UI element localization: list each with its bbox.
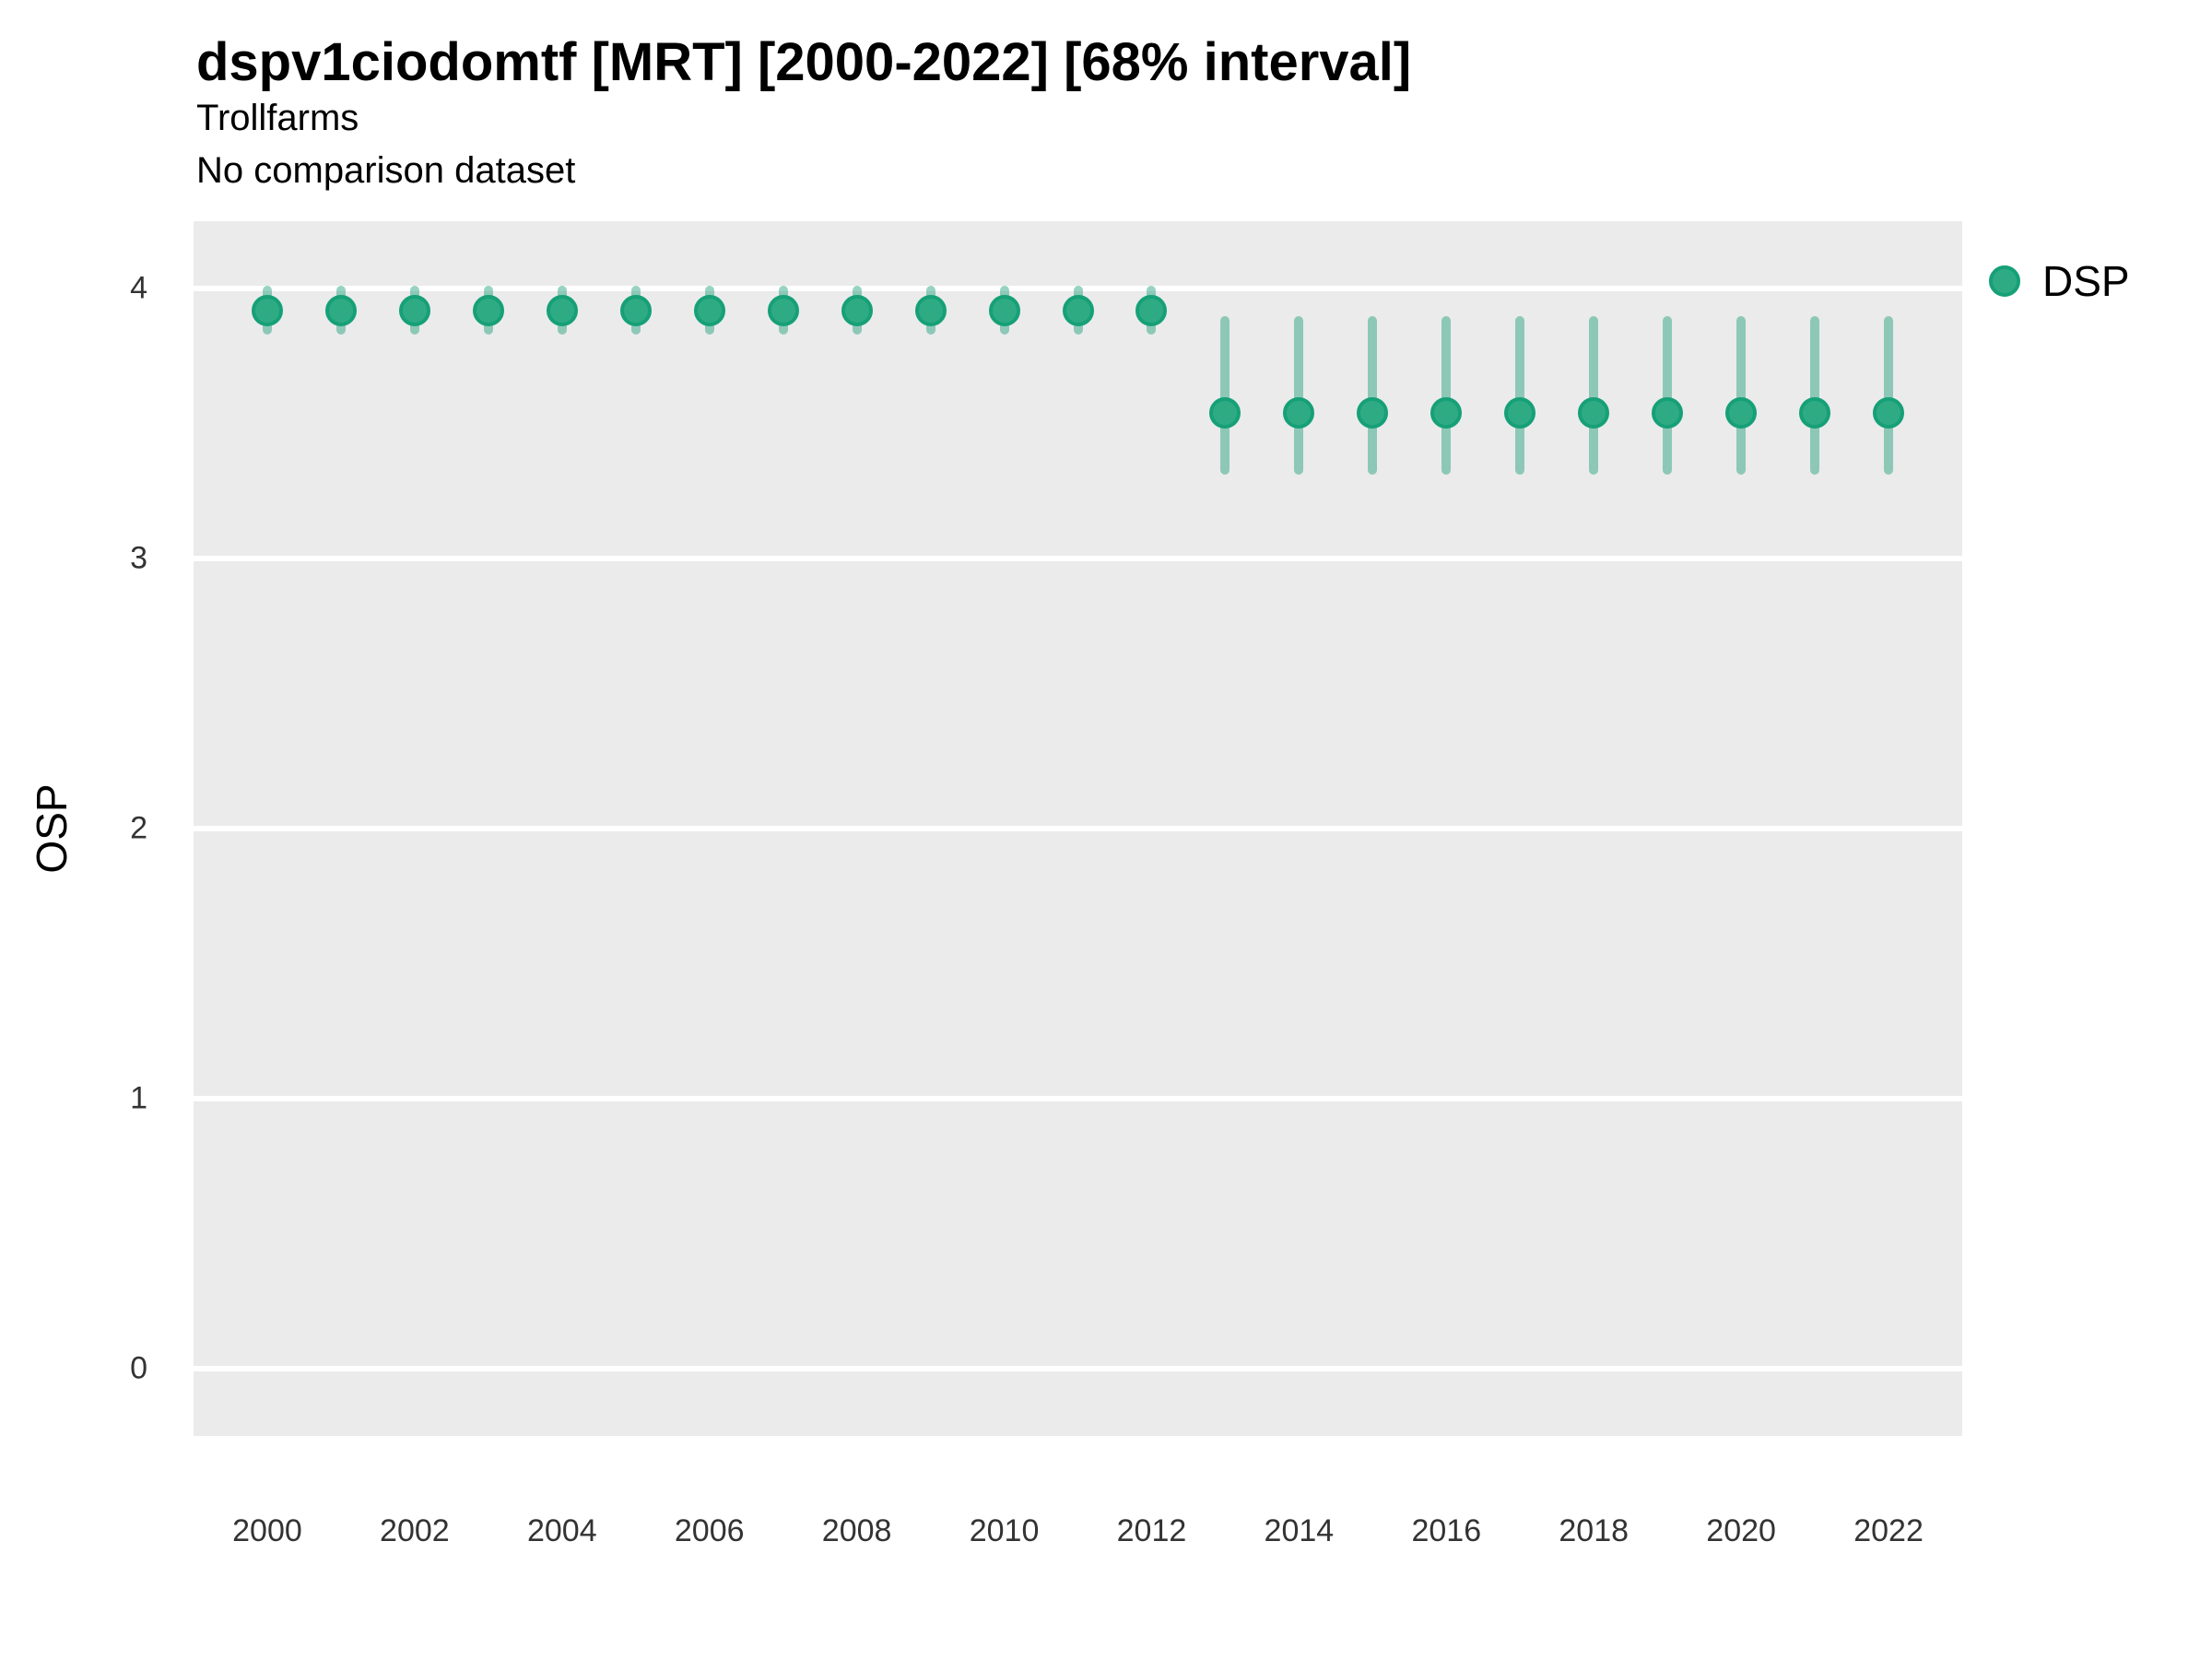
error-bar-2014: [1294, 315, 1304, 476]
x-tick-label: 2008: [821, 1513, 892, 1548]
gridline-y-4: [194, 286, 1962, 292]
data-point-2002: [398, 294, 430, 326]
data-point-2016: [1430, 396, 1463, 429]
x-tick-label: 2006: [674, 1513, 745, 1548]
gridline-y-1: [194, 1095, 1962, 1101]
legend-point-icon: [1989, 265, 2020, 297]
data-point-2021: [1799, 396, 1831, 429]
y-tick-label: 2: [130, 810, 147, 846]
gridline-y-2: [194, 826, 1962, 831]
data-point-2015: [1357, 396, 1389, 429]
data-point-2014: [1283, 396, 1315, 429]
chart-subtitle: Trollfarms: [196, 98, 359, 138]
data-point-2012: [1135, 294, 1168, 326]
data-point-2022: [1873, 396, 1905, 429]
x-tick-label: 2018: [1559, 1513, 1630, 1548]
gridline-y-3: [194, 556, 1962, 562]
data-point-2003: [472, 294, 504, 326]
data-point-2000: [251, 294, 283, 326]
data-point-2001: [324, 294, 357, 326]
x-tick-label: 2016: [1411, 1513, 1482, 1548]
data-point-2010: [988, 294, 1020, 326]
legend: DSP: [1989, 256, 2130, 306]
data-point-2013: [1209, 396, 1241, 429]
error-bar-2019: [1663, 315, 1673, 476]
x-tick-label: 2014: [1264, 1513, 1335, 1548]
y-tick-label: 0: [130, 1350, 147, 1386]
x-tick-label: 2022: [1853, 1513, 1924, 1548]
error-bar-2015: [1368, 315, 1378, 476]
x-tick-label: 2010: [969, 1513, 1040, 1548]
y-tick-label: 1: [130, 1080, 147, 1116]
x-tick-label: 2012: [1116, 1513, 1187, 1548]
chart-title: dspv1ciodomtf [MRT] [2000-2022] [68% int…: [196, 32, 1412, 92]
error-bar-2021: [1810, 315, 1820, 476]
error-bar-2016: [1441, 315, 1452, 476]
y-tick-label: 3: [130, 540, 147, 576]
legend-label: DSP: [2042, 257, 2130, 305]
data-point-2020: [1725, 396, 1758, 429]
x-tick-label: 2020: [1706, 1513, 1776, 1548]
error-bar-2022: [1884, 315, 1894, 476]
error-bar-2013: [1220, 315, 1230, 476]
x-tick-label: 2002: [380, 1513, 450, 1548]
data-point-2009: [914, 294, 947, 326]
y-tick-label: 4: [130, 270, 147, 306]
data-point-2005: [619, 294, 652, 326]
error-bar-2020: [1736, 315, 1747, 476]
data-point-2018: [1578, 396, 1610, 429]
x-tick-label: 2004: [526, 1513, 597, 1548]
data-point-2007: [767, 294, 799, 326]
data-point-2008: [841, 294, 873, 326]
plot-panel: [194, 221, 1962, 1436]
error-bar-2017: [1515, 315, 1525, 476]
error-bar-2018: [1589, 315, 1599, 476]
x-tick-label: 2000: [232, 1513, 302, 1548]
data-point-2004: [546, 294, 578, 326]
gridline-y-0: [194, 1365, 1962, 1371]
data-point-2017: [1504, 396, 1536, 429]
data-point-2006: [693, 294, 725, 326]
data-point-2019: [1652, 396, 1684, 429]
data-point-2011: [1062, 294, 1094, 326]
comparison-note: No comparison dataset: [196, 150, 576, 191]
